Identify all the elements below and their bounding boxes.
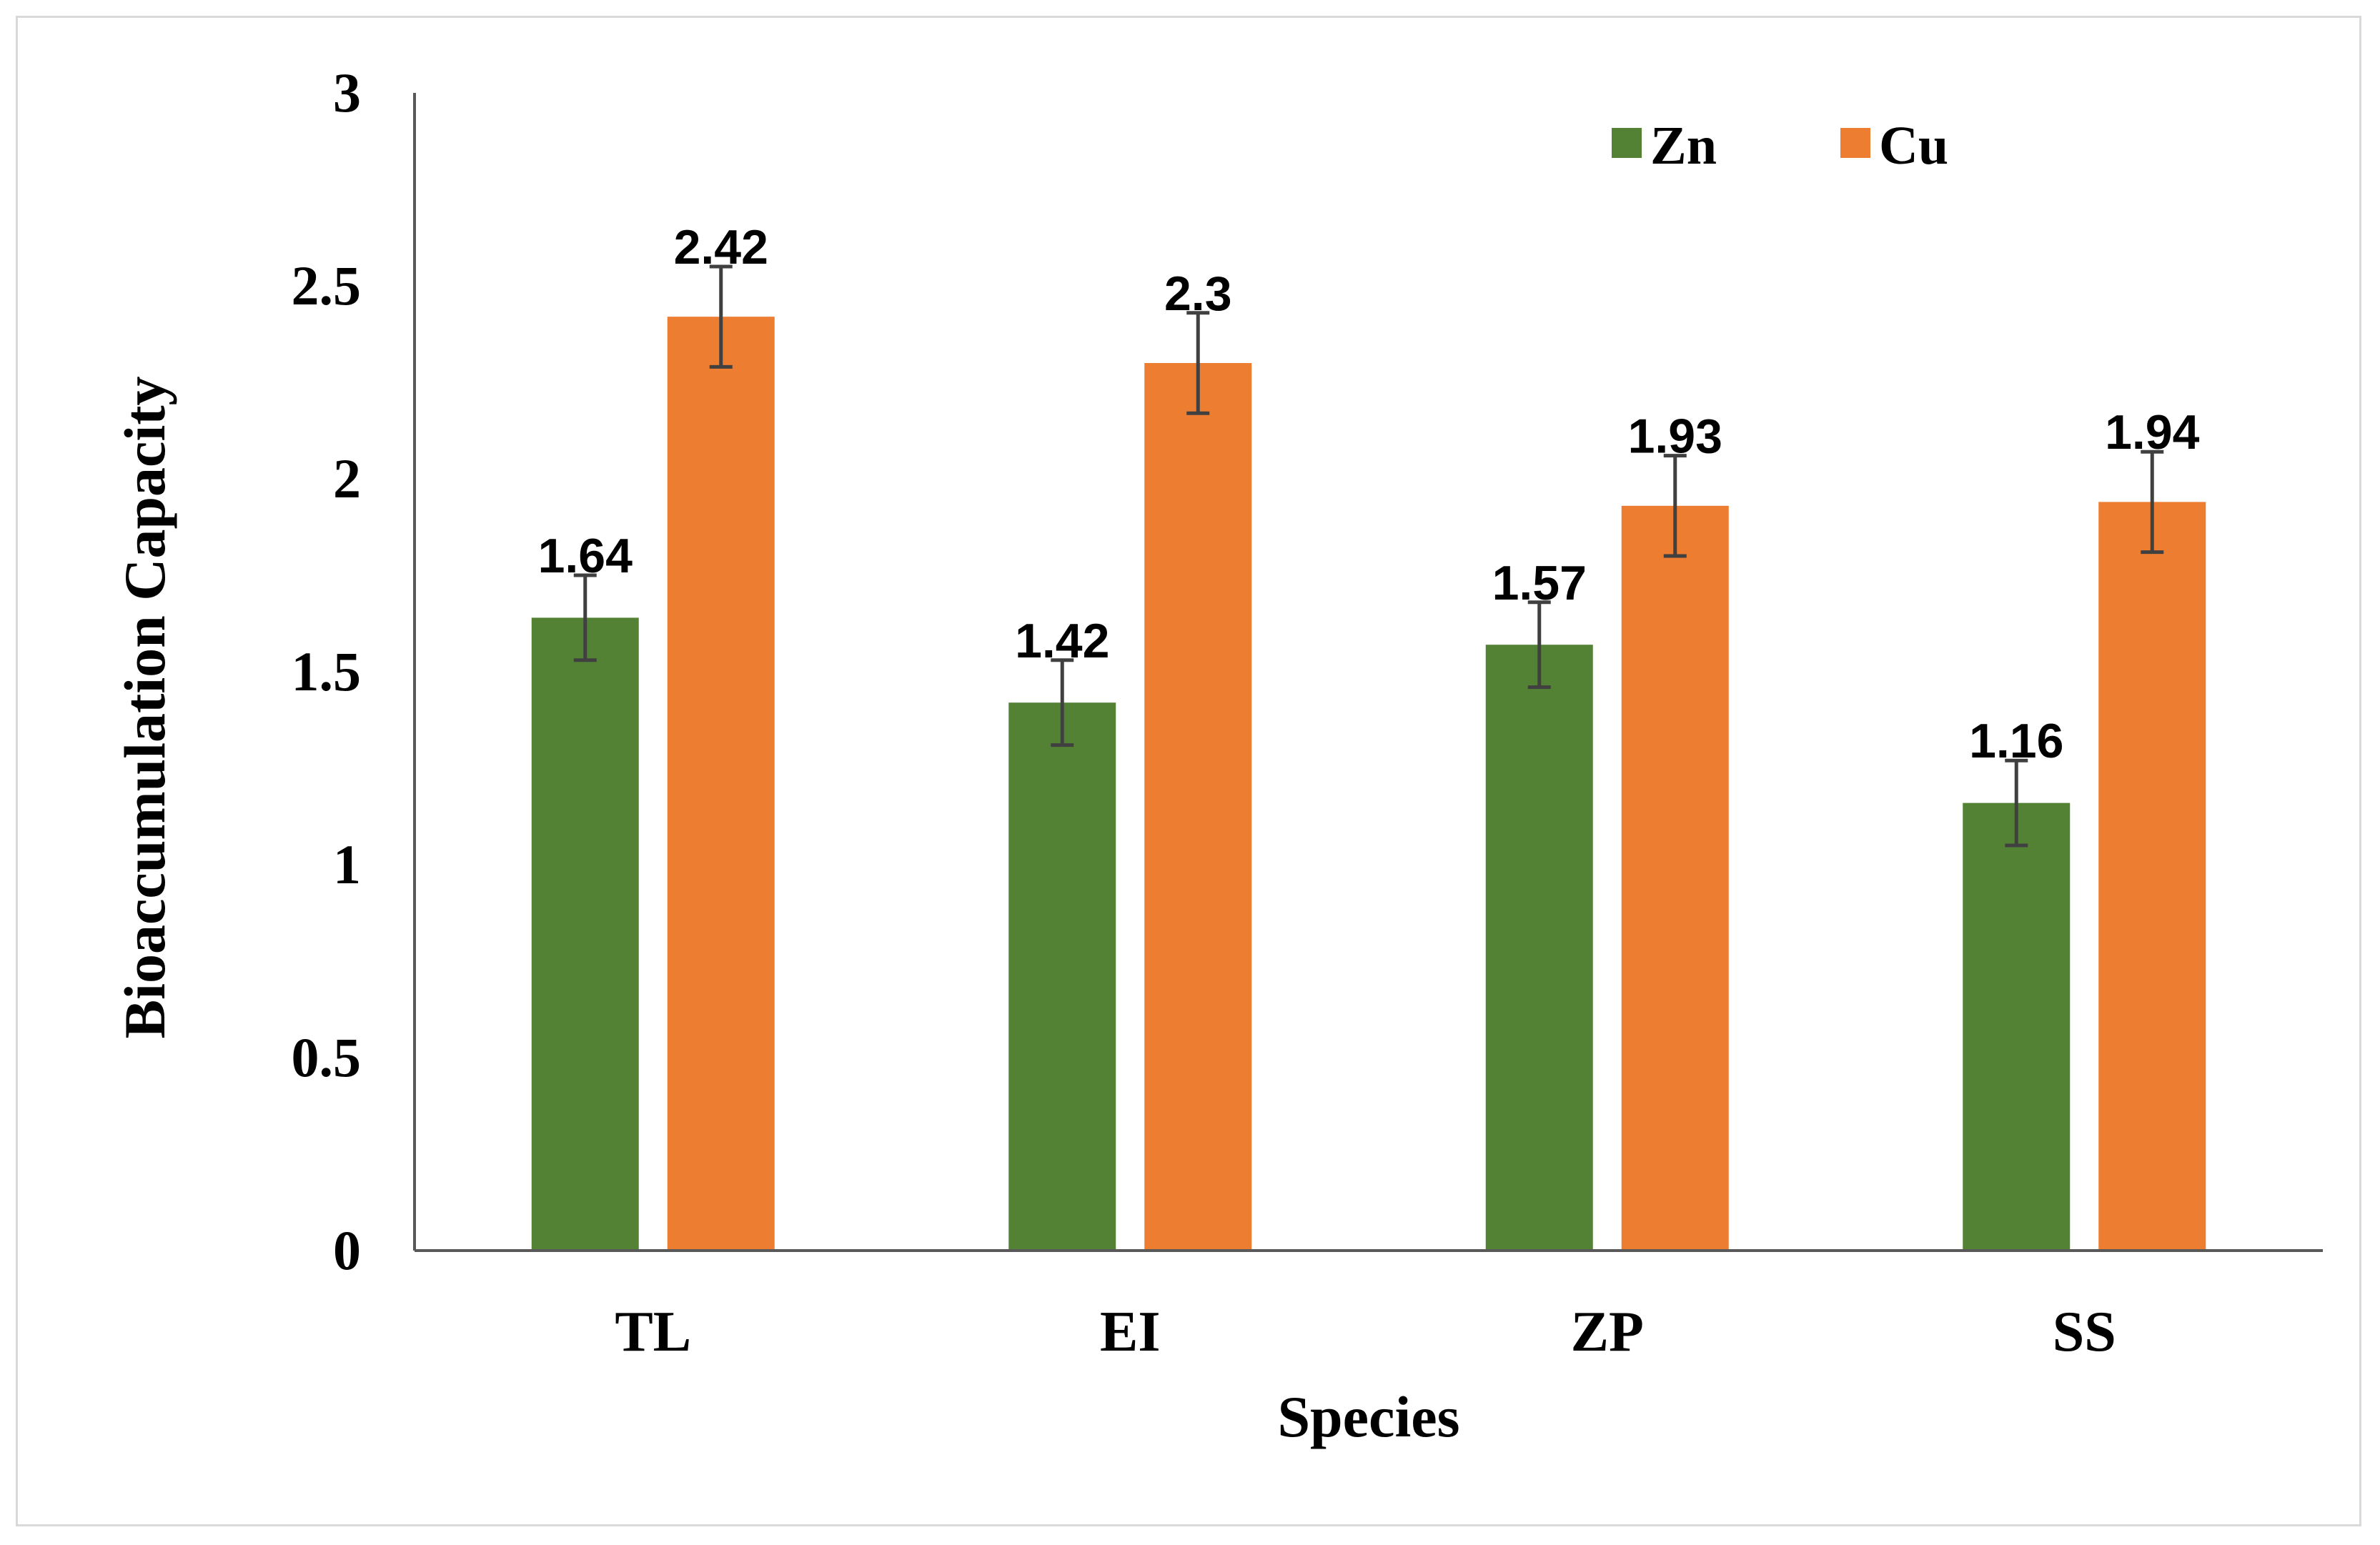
y-tick-label: 3 xyxy=(333,61,361,124)
error-bar xyxy=(573,573,597,662)
y-tick-label: 1.5 xyxy=(292,640,362,702)
legend-label: Cu xyxy=(1879,116,1948,176)
data-label: 2.42 xyxy=(674,220,768,274)
bar-zn-zp xyxy=(1485,645,1593,1251)
error-bar xyxy=(709,264,733,369)
error-bar xyxy=(2005,758,2028,848)
y-tick-label: 2.5 xyxy=(292,254,362,317)
data-label: 1.94 xyxy=(2105,405,2200,459)
legend-swatch xyxy=(1840,128,1870,158)
legend-item-zn: Zn xyxy=(1612,116,1717,176)
bar-zn-tl xyxy=(531,617,639,1251)
bar-cu-tl xyxy=(667,317,775,1251)
y-tick-label: 0.5 xyxy=(292,1026,362,1088)
legend-swatch xyxy=(1612,128,1642,158)
legend: Zn Cu xyxy=(1612,116,1948,176)
data-label: 1.42 xyxy=(1015,614,1109,668)
error-bar xyxy=(2141,449,2164,555)
data-label: 1.64 xyxy=(538,529,633,583)
error-bar xyxy=(1186,311,1210,415)
data-label: 2.3 xyxy=(1164,267,1232,321)
error-bar xyxy=(1527,600,1551,690)
data-labels-layer: 1.64 2.42 1.42 2.3 1.57 1.93 1.16 1.94 xyxy=(538,220,2200,768)
x-category-label: EI xyxy=(1100,1301,1161,1363)
bars-layer xyxy=(531,317,2206,1251)
y-tick-label: 1 xyxy=(333,833,361,895)
bar-cu-ss xyxy=(2098,502,2206,1251)
data-label: 1.16 xyxy=(1969,714,2063,768)
error-bars-layer xyxy=(573,264,2164,848)
x-category-labels: TL EI ZP SS xyxy=(615,1301,2116,1363)
y-tick-labels: 0 0.5 1 1.5 2 2.5 3 xyxy=(292,61,362,1281)
axes-layer xyxy=(413,93,2323,1252)
data-label: 1.93 xyxy=(1628,409,1722,464)
data-label: 1.57 xyxy=(1492,556,1587,610)
x-category-label: ZP xyxy=(1571,1301,1644,1363)
y-tick-label: 0 xyxy=(333,1219,361,1281)
legend-label: Zn xyxy=(1650,116,1717,176)
y-axis-title: Bioaccumulation Capacity xyxy=(112,376,177,1038)
bar-cu-ei xyxy=(1144,363,1252,1251)
x-category-label: SS xyxy=(2053,1301,2116,1363)
bar-zn-ss xyxy=(1963,803,2071,1251)
x-category-label: TL xyxy=(615,1301,691,1363)
error-bar xyxy=(1051,658,1074,747)
bar-cu-zp xyxy=(1621,505,1729,1251)
x-axis-title: Species xyxy=(1277,1384,1459,1449)
bar-zn-ei xyxy=(1008,702,1116,1251)
error-bar xyxy=(1663,454,1687,558)
y-tick-label: 2 xyxy=(333,447,361,510)
legend-item-cu: Cu xyxy=(1840,116,1948,176)
